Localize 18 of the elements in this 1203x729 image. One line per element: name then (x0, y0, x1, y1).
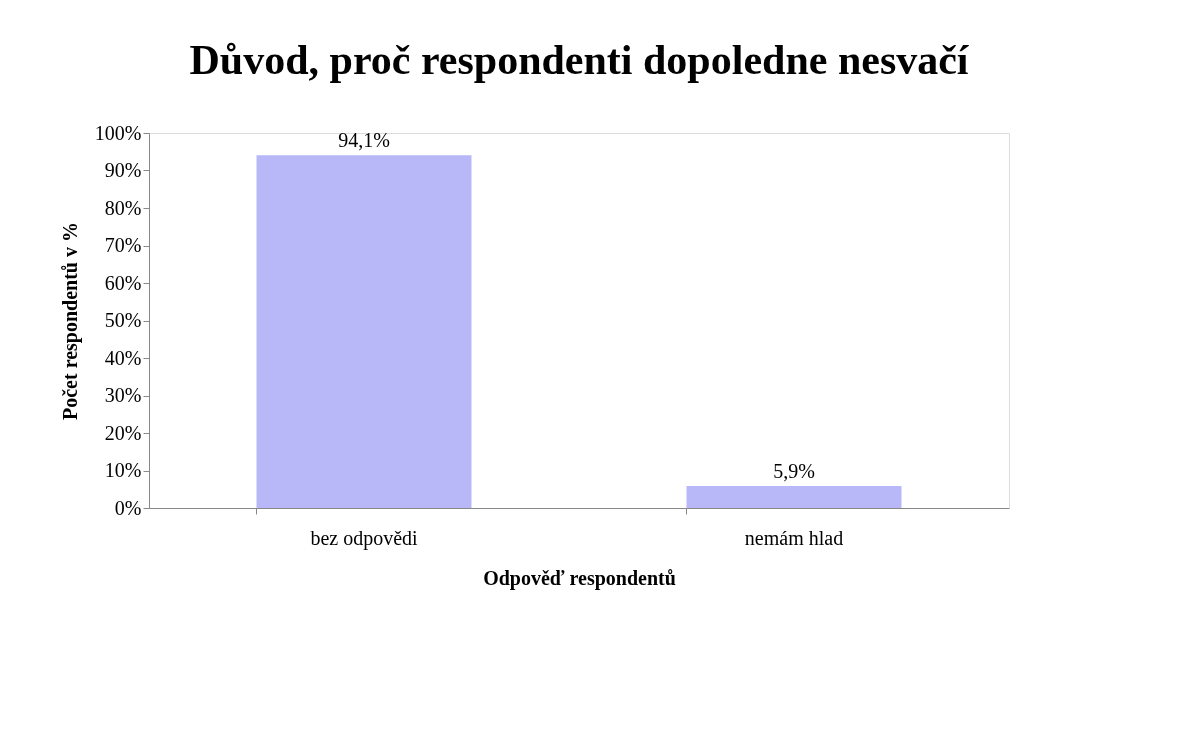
data-label: 5,9% (773, 459, 815, 482)
data-label: 94,1% (338, 129, 390, 152)
y-tick-label: 0% (114, 496, 142, 519)
x-tick-label: bez odpovědi (310, 526, 419, 550)
y-axis-title: Počet respondentů v % (58, 222, 82, 420)
y-tick-label: 70% (104, 234, 142, 256)
y-tick-label: 10% (104, 459, 142, 481)
y-tick-label: 50% (104, 309, 142, 331)
y-tick-label: 20% (104, 421, 142, 444)
y-tick-label: 80% (104, 196, 142, 219)
chart-title: Důvod, proč respondenti dopoledne nesvačí (189, 37, 970, 83)
y-tick-label: 90% (104, 159, 142, 181)
y-tick-label: 40% (104, 346, 142, 369)
y-tick-label: 60% (104, 271, 142, 294)
x-axis-title: Odpověď respondentů (483, 566, 676, 590)
x-tick-label: nemám hlad (744, 526, 844, 549)
y-tick-label: 30% (104, 384, 142, 406)
y-tick-label: 100% (94, 121, 142, 144)
